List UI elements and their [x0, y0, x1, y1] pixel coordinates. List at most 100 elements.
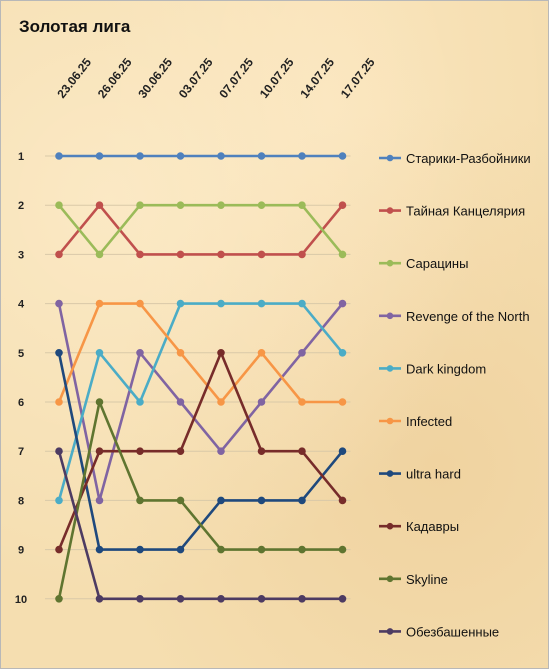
- data-point: [257, 595, 266, 603]
- y-tick-label: 5: [18, 348, 24, 360]
- data-point: [95, 496, 104, 505]
- data-point: [298, 152, 306, 160]
- data-point: [257, 398, 266, 406]
- data-point: [217, 496, 225, 505]
- x-tick-label: 30.06.25: [135, 55, 175, 101]
- data-point: [217, 447, 225, 456]
- data-point: [298, 349, 306, 357]
- legend-marker: [386, 575, 394, 583]
- legend-label: Skyline: [406, 572, 448, 587]
- data-point: [136, 349, 144, 357]
- series-line: [57, 203, 344, 256]
- data-point: [217, 545, 225, 554]
- data-point: [217, 201, 225, 209]
- data-point: [55, 447, 63, 456]
- x-tick-label: 07.07.25: [216, 55, 256, 101]
- data-point: [136, 398, 144, 406]
- y-tick-label: 7: [18, 446, 24, 458]
- data-point: [176, 349, 185, 357]
- x-tick-label: 17.07.25: [338, 55, 378, 101]
- x-tick-label: 10.07.25: [257, 55, 297, 101]
- series-line: [57, 302, 343, 404]
- data-point: [217, 250, 225, 259]
- data-point: [217, 398, 225, 406]
- data-point: [136, 595, 144, 603]
- data-point: [298, 250, 306, 259]
- legend-label: Тайная Канцелярия: [406, 204, 525, 219]
- data-point: [95, 349, 104, 357]
- data-point: [55, 398, 63, 406]
- data-point: [338, 398, 347, 406]
- legend-label: ultra hard: [406, 467, 461, 482]
- data-point: [55, 201, 63, 209]
- series-line: [57, 302, 344, 501]
- legend-marker: [386, 312, 394, 320]
- data-point: [176, 201, 185, 209]
- data-point: [136, 152, 144, 160]
- data-point: [298, 496, 306, 505]
- y-tick-label: 3: [18, 249, 24, 261]
- legend-marker: [386, 259, 394, 267]
- data-point: [136, 496, 144, 505]
- data-point: [338, 250, 347, 259]
- data-point: [95, 152, 104, 160]
- data-point: [217, 152, 225, 160]
- legend-label: Infected: [406, 414, 452, 429]
- data-point: [55, 595, 63, 603]
- data-point: [136, 201, 144, 209]
- data-point: [217, 299, 225, 308]
- data-point: [176, 496, 185, 505]
- y-tick-label: 1: [18, 151, 24, 163]
- data-point: [338, 349, 347, 357]
- legend-marker: [386, 365, 394, 372]
- data-point: [95, 201, 104, 209]
- data-point: [338, 201, 347, 209]
- data-point: [176, 447, 185, 456]
- data-point: [298, 447, 306, 456]
- data-point: [217, 349, 225, 357]
- data-point: [55, 299, 63, 308]
- data-point: [136, 299, 144, 308]
- data-point: [95, 447, 104, 456]
- data-point: [257, 201, 266, 209]
- data-point: [257, 299, 266, 308]
- data-point: [136, 447, 144, 456]
- data-point: [338, 595, 347, 603]
- y-tick-label: 9: [18, 545, 24, 557]
- data-point: [257, 545, 266, 554]
- x-tick-label: 26.06.25: [95, 55, 135, 101]
- data-point: [176, 152, 185, 160]
- data-point: [95, 398, 104, 406]
- data-point: [136, 545, 144, 554]
- legend-label: Кадавры: [406, 519, 459, 534]
- data-point: [257, 152, 266, 160]
- data-point: [338, 152, 347, 160]
- legend-marker: [386, 522, 394, 530]
- data-point: [55, 152, 63, 160]
- data-point: [338, 545, 347, 554]
- data-point: [95, 595, 104, 603]
- series-line: [57, 302, 344, 502]
- data-point: [338, 299, 347, 308]
- data-point: [136, 250, 144, 259]
- data-point: [257, 496, 266, 505]
- series-line: [57, 203, 344, 256]
- data-point: [257, 250, 266, 259]
- legend-label: Обезбашенные: [406, 624, 499, 639]
- data-point: [257, 447, 266, 456]
- data-point: [176, 299, 185, 308]
- data-point: [298, 398, 306, 406]
- data-point: [298, 595, 306, 603]
- x-tick-label: 14.07.25: [297, 55, 337, 101]
- data-point: [338, 496, 347, 505]
- data-point: [257, 349, 266, 357]
- series-line: [57, 450, 343, 601]
- data-point: [298, 299, 306, 308]
- legend-marker: [386, 470, 394, 477]
- data-point: [298, 545, 306, 554]
- data-point: [176, 545, 185, 554]
- legend-label: Старики-Разбойники: [406, 151, 531, 166]
- y-tick-label: 4: [18, 299, 25, 311]
